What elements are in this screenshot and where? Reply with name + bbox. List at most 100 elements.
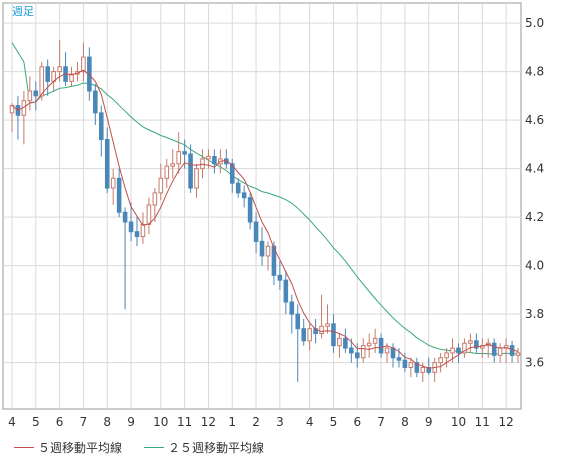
candle-down (93, 90, 98, 114)
candle-down (271, 245, 277, 276)
candle-up (372, 337, 378, 344)
candle-up (81, 56, 86, 73)
x-tick-label: 8 (401, 415, 409, 429)
candle-down (289, 301, 295, 315)
y-tick-label: 4.6 (525, 113, 544, 127)
candle-down (402, 359, 408, 368)
y-tick-label: 4.8 (525, 65, 544, 79)
x-tick-label: 4 (306, 415, 314, 429)
x-tick-label: 11 (177, 415, 192, 429)
plot-area (2, 2, 522, 410)
y-tick-label: 5.0 (525, 16, 544, 30)
candle-up (176, 151, 181, 165)
candle-up (307, 328, 312, 342)
x-tick-label: 8 (103, 415, 111, 429)
y-tick-label: 4.4 (525, 162, 544, 176)
candle-up (110, 177, 116, 189)
candle-down (396, 357, 402, 361)
candle-up (146, 204, 152, 225)
x-tick-label: 7 (377, 415, 385, 429)
candle-up (170, 163, 176, 167)
candle-down (253, 221, 259, 242)
candle-down (45, 66, 50, 82)
candle-down (295, 313, 301, 330)
candle-down (98, 112, 104, 141)
candle-up (57, 66, 62, 73)
candle-down (277, 274, 283, 281)
x-tick-label: 9 (425, 415, 433, 429)
candle-down (259, 240, 265, 257)
x-tick-label: 3 (276, 415, 284, 429)
y-tick-label: 3.8 (525, 307, 544, 321)
candle-down (491, 342, 497, 356)
candle-down (283, 279, 289, 303)
candle-up (366, 342, 372, 347)
legend: ５週移動平均線 ２５週移動平均線 (14, 438, 286, 456)
candle-down (104, 139, 110, 189)
candle-up (462, 342, 467, 354)
candle-up (200, 158, 205, 170)
candle-up (140, 223, 146, 238)
ma5-line (11, 69, 519, 369)
x-tick-label: 6 (56, 415, 64, 429)
candle-down (247, 197, 253, 223)
x-tick-label: 2 (252, 415, 260, 429)
candle-up (152, 192, 158, 206)
candle-up (337, 337, 342, 347)
x-tick-label: 9 (127, 415, 135, 429)
candle-down (128, 221, 134, 233)
candle-up (360, 345, 366, 359)
candle-down (212, 156, 217, 165)
ma25-swatch (144, 446, 165, 448)
candle-up (265, 245, 271, 257)
candle-up (408, 362, 414, 368)
candle-up (69, 73, 74, 82)
candle-up (194, 168, 199, 189)
legend-label-ma5: ５週移動平均線 (38, 440, 123, 455)
candle-up (420, 366, 426, 373)
candle-down (349, 347, 354, 354)
y-tick-label: 4.2 (525, 210, 544, 224)
candle-up (158, 177, 164, 194)
candle-down (343, 337, 348, 349)
candle-down (235, 182, 241, 194)
candle-up (468, 340, 473, 344)
candle-up (27, 90, 33, 102)
candle-down (116, 177, 122, 213)
candle-down (456, 347, 461, 354)
y-tick-label: 3.6 (525, 356, 544, 370)
candle-down (182, 151, 187, 155)
candle-up (9, 105, 15, 114)
legend-item-ma5: ５週移動平均線 (14, 439, 122, 456)
candle-up (450, 347, 455, 354)
legend-label-ma25: ２５週移動平均線 (168, 440, 265, 455)
chart-title: 週足 (12, 5, 34, 18)
x-tick-label: 7 (80, 415, 88, 429)
candle-down (354, 352, 360, 359)
x-tick-label: 6 (353, 415, 361, 429)
candle-down (188, 153, 193, 189)
x-axis: 4 5 6 7 8 9 10 11 12 1 2 3 4 5 6 7 8 9 10 11 12 (8, 415, 514, 429)
x-tick-label: 1 (228, 415, 236, 429)
ma25-polyline (11, 42, 519, 355)
ma5-polyline (11, 69, 519, 369)
candle-up (319, 325, 324, 335)
candle-up (206, 156, 211, 160)
x-tick-label: 5 (330, 415, 338, 429)
candle-down (331, 323, 336, 347)
candle-down (241, 192, 247, 199)
candle-down (33, 90, 39, 97)
ma25-line (11, 42, 519, 355)
x-tick-label: 5 (32, 415, 40, 429)
price-chart: 5.04.84.64.44.24.03.83.6 4 5 6 7 8 9 10 11 12 1 2 3… (2, 2, 544, 429)
candle-down (122, 211, 128, 223)
y-tick-label: 4.0 (525, 259, 544, 273)
candle-up (497, 347, 503, 356)
candle-down (509, 345, 515, 356)
candle-down (301, 328, 306, 342)
candle-down (426, 366, 432, 373)
candle-down (414, 362, 420, 373)
candle-up (384, 347, 390, 354)
ma5-swatch (14, 446, 34, 448)
